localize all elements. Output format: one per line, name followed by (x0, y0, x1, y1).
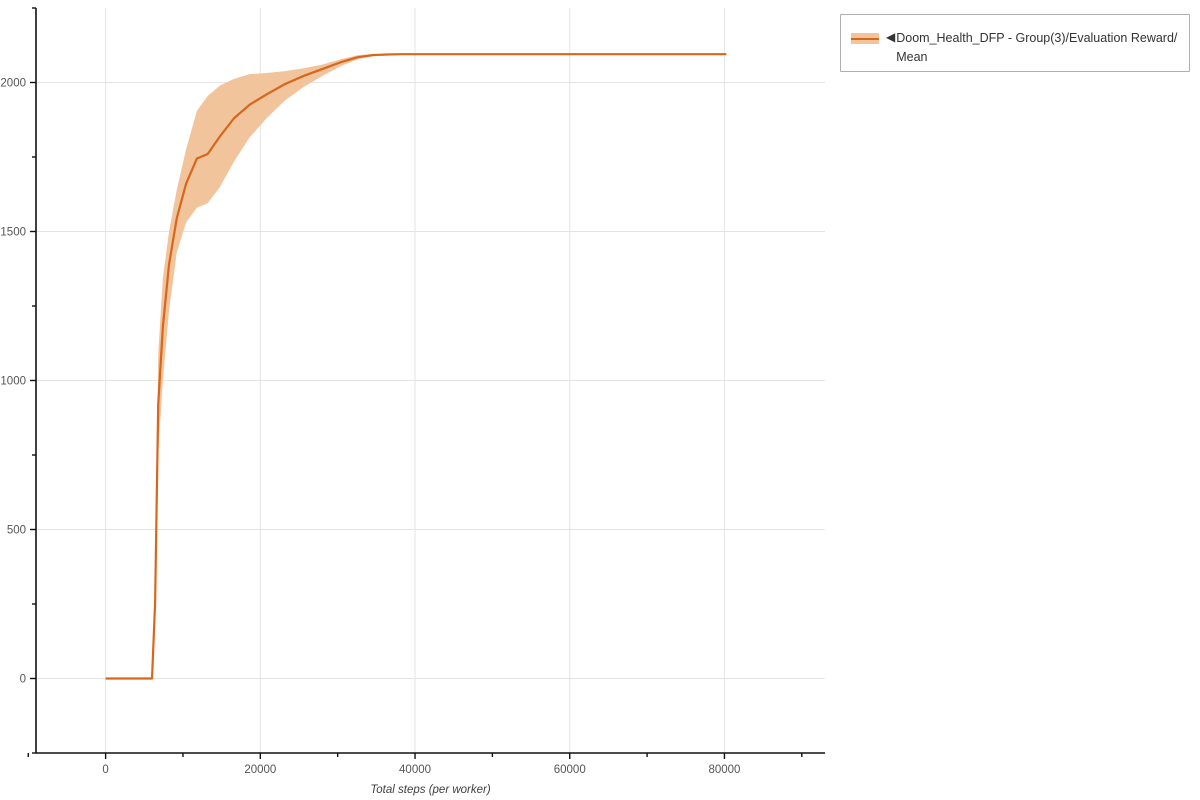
x-tick-label: 80000 (708, 764, 740, 776)
legend-swatch-icon (851, 31, 879, 46)
y-tick-label: 1000 (0, 376, 26, 388)
x-axis-title: Total steps (per worker) (370, 784, 491, 796)
legend-entry-label: Doom_Health_DFP - Group(3)/Evaluation Re… (896, 31, 1178, 64)
legend-entry[interactable]: ◀ Doom_Health_DFP - Group(3)/Evaluation … (841, 15, 1189, 71)
x-tick-label: 20000 (244, 764, 276, 776)
x-tick-label: 40000 (399, 764, 431, 776)
legend[interactable]: ◀ Doom_Health_DFP - Group(3)/Evaluation … (840, 14, 1190, 72)
series-mean-line (105, 53, 727, 680)
axis-ticks (27, 7, 803, 759)
confidence-band (105, 53, 727, 679)
grid-lines (36, 8, 825, 753)
collapse-left-triangle-icon[interactable]: ◀ (886, 30, 896, 44)
x-tick-label: 60000 (554, 764, 586, 776)
data-line (105, 53, 727, 680)
x-tick-label: 0 (102, 764, 108, 776)
y-tick-label: 0 (20, 674, 26, 686)
legend-line-swatch (851, 37, 879, 40)
y-tick-label: 500 (7, 525, 26, 537)
y-tick-label: 2000 (0, 78, 26, 90)
series-confidence-band (105, 53, 727, 679)
y-tick-label: 1500 (0, 227, 26, 239)
